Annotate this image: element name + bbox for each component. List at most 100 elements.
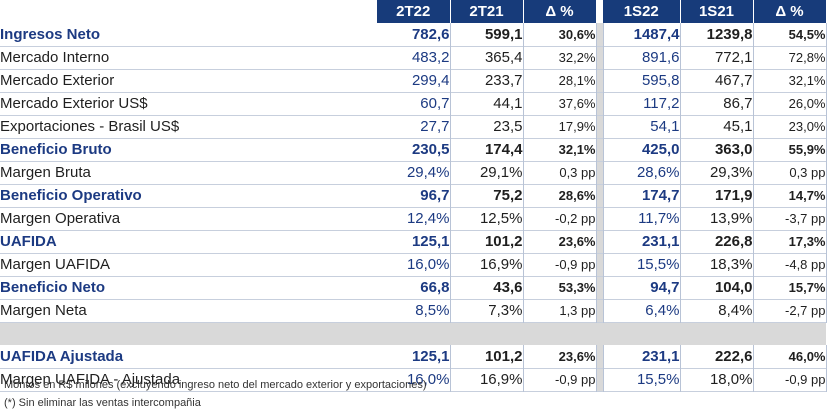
row-label: Margen UAFIDA - Ajustada [0, 371, 181, 388]
column-gap [596, 46, 604, 69]
cell-1s21: 226,8 [680, 230, 754, 253]
cell-1s21: 171,9 [680, 184, 754, 207]
cell-2t21: 29,1% [450, 161, 524, 184]
cell-2t21: 599,1 [450, 23, 524, 46]
table-row-mercado-interno: Mercado Interno 483,2 365,4 32,2% 891,6 772,1… [0, 46, 827, 69]
table-row-uafida: UAFIDA 125,1 101,2 23,6% 231,1 226,8 17,3% [0, 230, 827, 253]
cell-delta-semester: 32,1% [753, 69, 827, 92]
cell-2t22: 299,4 [377, 69, 451, 92]
cell-delta-semester: -4,8 pp [753, 253, 827, 276]
cell-delta-semester: 54,5% [753, 23, 827, 46]
column-gap [596, 184, 604, 207]
column-gap [596, 368, 604, 391]
header-gap [596, 0, 603, 23]
cell-1s22: 231,1 [603, 345, 681, 368]
header-1s22: 1S22 [603, 0, 681, 23]
cell-1s21: 18,0% [680, 368, 754, 391]
cell-2t22: 8,5% [377, 299, 451, 322]
cell-2t21: 174,4 [450, 138, 524, 161]
column-gap [596, 69, 604, 92]
cell-2t21: 101,2 [450, 230, 524, 253]
cell-2t21: 365,4 [450, 46, 524, 69]
table-row-ingresos-neto: Ingresos Neto 782,6 599,1 30,6% 1487,4 1239,8… [0, 23, 827, 46]
table-row-margen-bruta: Margen Bruta 29,4% 29,1% 0,3 pp 28,6% 29,3% 0,… [0, 161, 827, 184]
cell-delta-quarter: 23,6% [523, 345, 597, 368]
cell-2t22: 27,7 [377, 115, 451, 138]
cell-2t22: 782,6 [377, 23, 451, 46]
section-separator [0, 322, 826, 345]
separator-bar [0, 322, 826, 345]
row-label: UAFIDA [0, 233, 57, 250]
cell-1s21: 363,0 [680, 138, 754, 161]
column-gap [596, 23, 604, 46]
cell-2t22: 125,1 [377, 230, 451, 253]
cell-2t22: 29,4% [377, 161, 451, 184]
cell-2t22: 483,2 [377, 46, 451, 69]
cell-delta-quarter: 30,6% [523, 23, 597, 46]
cell-delta-semester: 0,3 pp [753, 161, 827, 184]
header-delta-semester: Δ % [753, 0, 827, 23]
cell-delta-quarter: -0,9 pp [523, 253, 597, 276]
cell-2t21: 75,2 [450, 184, 524, 207]
footnote-intercompany: (*) Sin eliminar las ventas intercompañi… [4, 397, 201, 409]
table-row-beneficio-operativo: Beneficio Operativo 96,7 75,2 28,6% 174,7 171… [0, 184, 827, 207]
cell-2t22: 125,1 [377, 345, 451, 368]
header-2t21: 2T21 [450, 0, 524, 23]
cell-delta-semester: 15,7% [753, 276, 827, 299]
cell-2t21: 7,3% [450, 299, 524, 322]
footnotes: Montos en R$ milones (excluyendo ingreso… [4, 376, 427, 412]
row-label: Exportaciones - Brasil US$ [0, 118, 180, 135]
row-label: Beneficio Bruto [0, 141, 112, 158]
cell-delta-semester: 26,0% [753, 92, 827, 115]
column-gap [596, 230, 604, 253]
cell-1s22: 425,0 [603, 138, 681, 161]
cell-1s21: 8,4% [680, 299, 754, 322]
cell-1s22: 11,7% [603, 207, 681, 230]
row-label: Mercado Interno [0, 49, 110, 66]
row-label: Beneficio Neto [0, 279, 106, 296]
cell-2t21: 23,5 [450, 115, 524, 138]
column-gap [596, 92, 604, 115]
row-label: Margen Bruta [0, 164, 91, 181]
cell-2t22: 96,7 [377, 184, 451, 207]
cell-2t22: 60,7 [377, 92, 451, 115]
table-row-beneficio-neto: Beneficio Neto 66,8 43,6 53,3% 94,7 104,0 15,7… [0, 276, 827, 299]
cell-delta-semester: -3,7 pp [753, 207, 827, 230]
cell-2t21: 101,2 [450, 345, 524, 368]
header-row: 2T22 2T21 Δ % 1S22 1S21 Δ % [0, 0, 827, 23]
cell-2t22: 12,4% [377, 207, 451, 230]
cell-delta-quarter: 0,3 pp [523, 161, 597, 184]
cell-delta-semester: 72,8% [753, 46, 827, 69]
cell-delta-quarter: 28,6% [523, 184, 597, 207]
column-gap [596, 253, 604, 276]
row-label: UAFIDA Ajustada [0, 347, 124, 365]
column-gap [596, 115, 604, 138]
table-row-uafida-ajustada: UAFIDA Ajustada 125,1 101,2 23,6% 231,1 222,6… [0, 345, 827, 368]
row-label: Margen Neta [0, 302, 87, 319]
row-label: Mercado Exterior US$ [0, 95, 148, 112]
cell-1s22: 54,1 [603, 115, 681, 138]
table-row-margen-uafida: Margen UAFIDA 16,0% 16,9% -0,9 pp 15,5% 18,3%… [0, 253, 827, 276]
cell-1s21: 222,6 [680, 345, 754, 368]
cell-delta-semester: 14,7% [753, 184, 827, 207]
cell-2t22: 66,8 [377, 276, 451, 299]
cell-1s22: 231,1 [603, 230, 681, 253]
table-row-mercado-exterior: Mercado Exterior 299,4 233,7 28,1% 595,8 467,… [0, 69, 827, 92]
cell-1s22: 174,7 [603, 184, 681, 207]
row-label: Margen UAFIDA [0, 256, 111, 273]
cell-delta-semester: -0,9 pp [753, 368, 827, 391]
header-blank-cell [0, 0, 377, 23]
cell-2t22: 16,0% [377, 253, 451, 276]
table-row-margen-uafida-ajustada: Margen UAFIDA - Ajustada 16,0% 16,9% -0,9 p… [0, 368, 827, 391]
cell-delta-semester: -2,7 pp [753, 299, 827, 322]
row-label: Mercado Exterior [0, 72, 115, 89]
cell-2t22: 230,5 [377, 138, 451, 161]
column-gap [596, 276, 604, 299]
cell-2t22: 16,0% [377, 368, 451, 391]
financial-summary-table: 2T22 2T21 Δ % 1S22 1S21 Δ % Ingresos Net… [0, 0, 827, 391]
cell-1s21: 29,3% [680, 161, 754, 184]
column-gap [596, 207, 604, 230]
cell-1s21: 13,9% [680, 207, 754, 230]
table-row-mercado-exterior-us: Mercado Exterior US$ 60,7 44,1 37,6% 117,2 86… [0, 92, 827, 115]
cell-1s22: 891,6 [603, 46, 681, 69]
